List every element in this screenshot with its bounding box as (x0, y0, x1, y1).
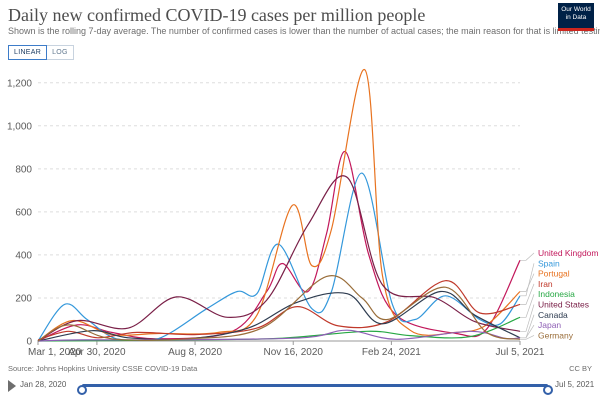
series-line-canada (37, 290, 521, 342)
series-line-united-states (37, 175, 521, 342)
y-tick-label: 0 (26, 337, 32, 348)
y-tick-label: 400 (15, 250, 32, 261)
source-note[interactable]: Source: Johns Hopkins University CSSE CO… (8, 364, 198, 373)
legend-connector (520, 324, 535, 339)
x-tick-label: Aug 8, 2020 (168, 347, 222, 358)
timeline-start-label: Jan 28, 2020 (20, 380, 67, 389)
legend-entry: Canada (538, 310, 568, 320)
owid-logo[interactable]: Our World in Data (558, 3, 594, 31)
y-tick-label: 800 (15, 164, 32, 175)
legend-entry: Germany (538, 330, 574, 340)
legend-entry: Portugal (538, 269, 570, 279)
legend-entry: Japan (538, 320, 561, 330)
legend-entry: Indonesia (538, 289, 575, 299)
timeline-track[interactable] (77, 384, 553, 395)
license-label[interactable]: CC BY (569, 364, 592, 373)
chart-title: Daily new confirmed COVID-19 cases per m… (8, 5, 426, 25)
legend-connector (520, 335, 535, 340)
legend-connector (520, 273, 535, 292)
legend-connector (520, 252, 535, 261)
chart-subtitle: Shown is the rolling 7-day average. The … (8, 26, 600, 36)
x-tick-label: Mar 1, 2020 (28, 347, 82, 358)
log-scale-button[interactable]: LOG (47, 45, 74, 60)
legend-connector (520, 314, 535, 339)
scale-toggle: LINEAR LOG (8, 45, 74, 60)
legend-entry: Spain (538, 258, 560, 268)
timeline-start-handle[interactable] (77, 385, 87, 395)
x-tick-label: Jul 5, 2021 (496, 347, 545, 358)
series-line-japan (37, 329, 521, 342)
logo-line-2: in Data (565, 14, 587, 21)
legend-connector (520, 304, 535, 332)
series-line-portugal (37, 69, 521, 342)
logo-line-1: Our World (561, 6, 591, 13)
play-icon[interactable] (8, 380, 16, 392)
legend-connector (520, 263, 535, 297)
timeline: Jan 28, 2020 Jul 5, 2021 (6, 378, 595, 395)
y-tick-label: 1,000 (7, 121, 32, 132)
x-tick-label: Feb 24, 2021 (362, 347, 421, 358)
timeline-end-handle[interactable] (543, 385, 553, 395)
y-tick-label: 1,200 (7, 78, 32, 89)
series-line-indonesia (37, 316, 521, 342)
series-line-united-kingdom (37, 150, 521, 342)
y-tick-label: 200 (15, 293, 32, 304)
series-line-germany (37, 275, 521, 342)
legend-entry: United Kingdom (538, 248, 598, 258)
x-tick-label: Nov 16, 2020 (263, 347, 323, 358)
legend-connector (520, 294, 535, 318)
legend-entry: Iran (538, 279, 553, 289)
legend-entry: United States (538, 300, 589, 310)
linear-scale-button[interactable]: LINEAR (8, 45, 48, 60)
x-tick-label: Apr 30, 2020 (68, 347, 126, 358)
y-tick-label: 600 (15, 207, 32, 218)
timeline-end-label: Jul 5, 2021 (555, 380, 595, 389)
legend-connector (520, 283, 535, 305)
series-line-iran (37, 280, 521, 341)
